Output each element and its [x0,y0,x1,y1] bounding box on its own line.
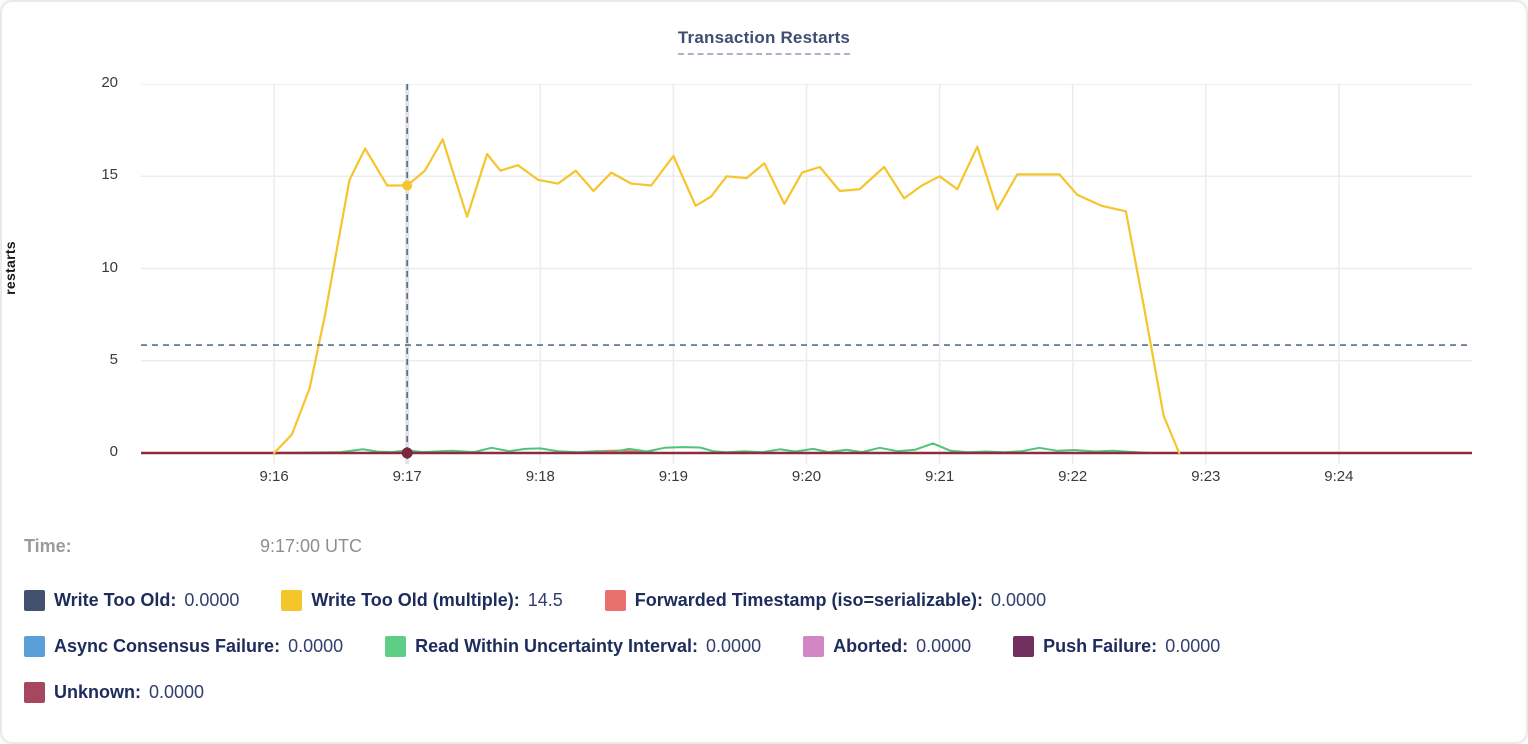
y-tick-label: 10 [101,258,118,276]
time-label: Time: [24,536,72,556]
legend-value: 0.0000 [916,636,972,656]
legend-row-3: Unknown: 0.0000 [24,682,204,703]
legend-value: 14.5 [527,590,563,610]
legend-label: Write Too Old: [54,590,177,610]
legend-item-write-too-old[interactable]: Write Too Old: 0.0000 [24,590,239,611]
y-tick-label: 5 [109,350,118,368]
legend-item-push-failure[interactable]: Push Failure: 0.0000 [1013,636,1220,657]
x-tick-label: 9:23 [1191,468,1221,485]
legend-swatch [803,636,825,657]
legend-value: 0.0000 [991,590,1047,610]
legend-row-2: Async Consensus Failure: 0.0000 Read Withi… [24,636,1220,657]
legend-value: 0.0000 [184,590,240,610]
legend-value: 0.0000 [288,636,344,656]
y-tick-label: 0 [109,443,118,460]
legend-label: Forwarded Timestamp (iso=serializable): [634,590,984,610]
x-tick-label: 9:19 [658,468,688,485]
hover-dot-value [402,180,413,191]
chart-title-wrap: Transaction Restarts [2,28,1526,55]
legend-item-async-consensus-failure[interactable]: Async Consensus Failure: 0.0000 [24,636,343,657]
y-tick-label: 15 [101,166,118,184]
hover-dot-baseline [401,447,413,459]
legend-item-read-within-uncertainty-interval[interactable]: Read Within Uncertainty Interval: 0.0000 [385,636,761,657]
x-tick-label: 9:17 [392,468,422,485]
legend-item-aborted[interactable]: Aborted: 0.0000 [803,636,971,657]
time-value: 9:17:00 UTC [260,536,363,556]
legend-row-1: Write Too Old: 0.0000 Write Too Old (multi… [24,590,1046,611]
legend-swatch [24,636,45,657]
x-tick-label: 9:21 [924,468,955,485]
legend-swatch [24,682,45,703]
legend-swatch [281,590,303,611]
legend-value: 0.0000 [1165,636,1221,656]
legend-item-forwarded-timestamp-iso-serializable-[interactable]: Forwarded Timestamp (iso=serializable): 0… [604,590,1047,611]
x-tick-label: 9:24 [1324,468,1354,485]
legend-swatch [1013,636,1035,657]
x-tick-label: 9:20 [791,468,822,485]
legend-label: Write Too Old (multiple): [311,590,520,610]
legend-swatch [604,590,626,611]
legend-label: Unknown: [54,682,141,702]
chart-plot-area[interactable] [141,84,1472,478]
legend-item-unknown[interactable]: Unknown: 0.0000 [24,682,204,703]
y-tick-label: 20 [101,74,118,91]
x-tick-label: 9:18 [525,468,555,485]
x-tick-label: 9:16 [259,468,289,485]
legend-label: Push Failure: [1043,636,1158,656]
legend-value: 0.0000 [149,682,205,702]
chart-title[interactable]: Transaction Restarts [677,28,851,55]
legend-value: 0.0000 [706,636,762,656]
legend-label: Aborted: [833,636,909,656]
legend-swatch [24,590,45,611]
legend-swatch [385,636,407,657]
x-tick-label: 9:22 [1058,468,1088,485]
y-axis-label: restarts [2,241,18,295]
legend-item-write-too-old-multiple-[interactable]: Write Too Old (multiple): 14.5 [281,590,563,611]
hover-time-row: Time: 9:17:00 UTC [24,536,362,557]
legend-label: Async Consensus Failure: [54,636,281,656]
legend-label: Read Within Uncertainty Interval: [415,636,699,656]
